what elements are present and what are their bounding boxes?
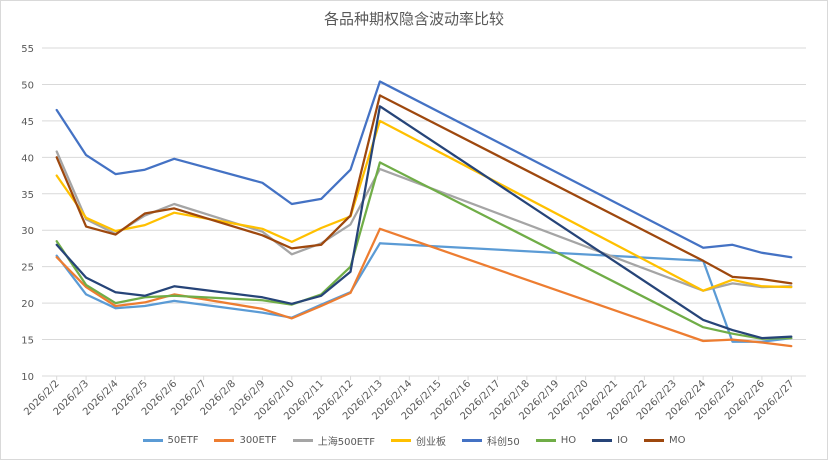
y-tick-label: 40 — [21, 153, 34, 164]
legend-item: 创业板 — [390, 433, 446, 448]
legend-label: 科创50 — [486, 437, 520, 448]
legend-label: HO — [560, 435, 577, 446]
y-tick-label: 45 — [21, 117, 34, 128]
legend-item: 300ETF — [214, 433, 277, 448]
legend-swatch — [292, 439, 313, 442]
legend-label: 50ETF — [167, 435, 199, 446]
y-tick-label: 20 — [21, 299, 34, 310]
x-axis: 2026/2/22026/2/32026/2/42026/2/52026/2/6… — [22, 376, 796, 422]
series-lines — [55, 80, 793, 348]
legend-label: IO — [617, 435, 628, 446]
legend-swatch — [142, 439, 163, 442]
y-tick-label: 15 — [21, 336, 34, 347]
y-tick-label: 35 — [21, 190, 34, 201]
legend-label: 300ETF — [239, 435, 277, 446]
legend-swatch — [592, 439, 613, 442]
legend-swatch — [461, 439, 482, 442]
y-tick-label: 10 — [21, 372, 34, 383]
legend-swatch — [535, 439, 556, 442]
legend-item: 科创50 — [461, 433, 520, 448]
series-line-6 — [55, 105, 793, 340]
legend-label: 创业板 — [415, 437, 446, 448]
series-line-7 — [55, 94, 793, 285]
legend: 50ETF 300ETF 上海500ETF 创业板 科创50 HO IO MO — [0, 433, 828, 448]
legend-swatch — [643, 439, 664, 442]
series-line-1 — [55, 227, 793, 348]
legend-item: 50ETF — [142, 433, 199, 448]
series-line-4 — [55, 80, 793, 259]
legend-item: 上海500ETF — [292, 433, 375, 448]
legend-item: IO — [592, 433, 628, 448]
chart-title: 各品种期权隐含波动率比较 — [323, 10, 504, 28]
legend-item: MO — [643, 433, 686, 448]
legend-item: HO — [535, 433, 577, 448]
gridlines — [42, 47, 806, 377]
y-tick-label: 30 — [21, 226, 34, 237]
y-tick-label: 50 — [21, 80, 34, 91]
series-line-2 — [55, 150, 793, 292]
legend-label: 上海500ETF — [317, 437, 375, 448]
series-line-0 — [55, 242, 793, 343]
y-tick-label: 55 — [21, 44, 34, 55]
legend-swatch — [390, 439, 411, 442]
y-axis: 10 15 20 25 30 35 40 45 50 55 — [21, 44, 34, 383]
legend-label: MO — [668, 435, 686, 446]
y-tick-label: 25 — [21, 263, 34, 274]
line-chart: 10 15 20 25 30 35 40 45 50 55 2026/2/22026/2/3202… — [21, 44, 806, 422]
legend-swatch — [214, 439, 235, 442]
